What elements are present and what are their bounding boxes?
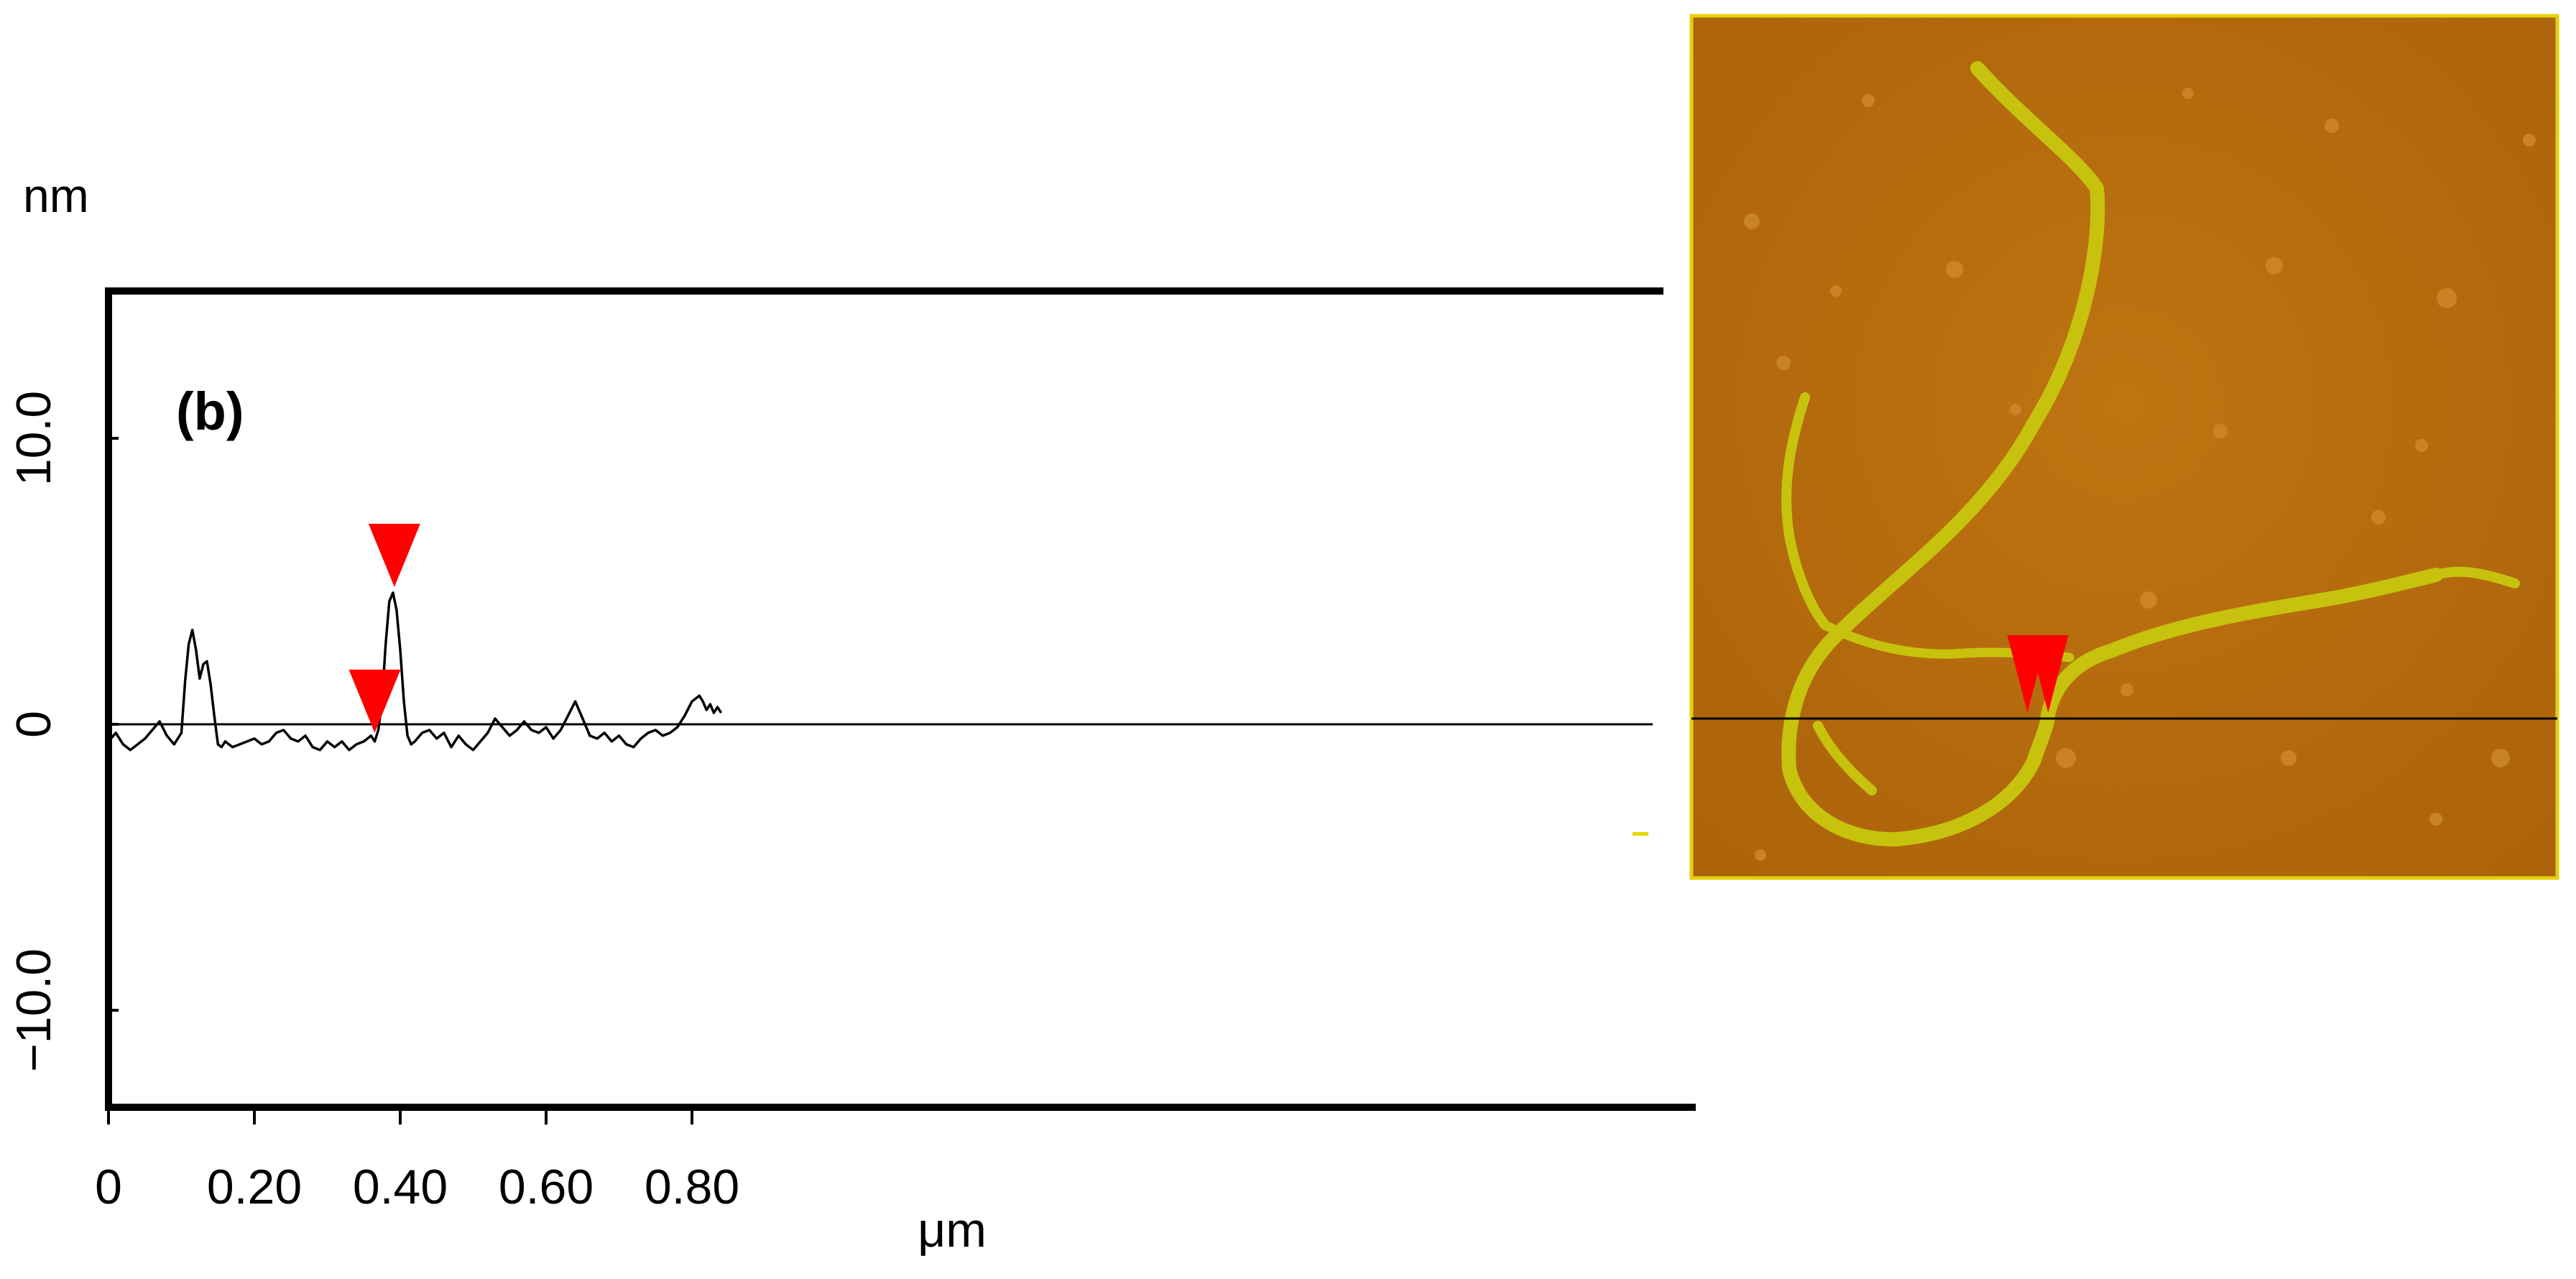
x-axis-unit: μm — [918, 1203, 987, 1257]
afm-surface-particles — [1744, 88, 2536, 861]
x-tick-label-0: 0 — [95, 1160, 122, 1214]
x-tick-label-060: 0.60 — [499, 1160, 594, 1214]
profile-marker-peak — [368, 523, 420, 587]
y-tick-label-10: 10.0 — [6, 391, 61, 486]
fibril-left — [1781, 392, 1830, 630]
afm-image-background — [1691, 16, 2557, 878]
y-axis-ticks: 10.0 0 −10.0 — [6, 391, 119, 1072]
x-axis-ticks: 0 0.20 0.40 0.60 0.80 — [95, 1107, 739, 1214]
x-tick-label-020: 0.20 — [207, 1160, 302, 1214]
stray-mark — [1633, 832, 1648, 836]
afm-image — [1689, 14, 2559, 880]
y-tick-label-minus10: −10.0 — [6, 948, 61, 1072]
profile-marker-left — [348, 669, 401, 733]
afm-image-frame — [1689, 14, 2559, 880]
x-tick-label-040: 0.40 — [353, 1160, 448, 1214]
fibril-lower-left — [1813, 721, 1877, 795]
x-tick-label-080: 0.80 — [645, 1160, 739, 1214]
afm-marker-right — [2028, 635, 2069, 713]
y-axis-unit: nm — [23, 169, 89, 222]
profile-line — [107, 591, 723, 752]
panel-label: (b) — [176, 382, 244, 441]
profile-chart: 10.0 0 −10.0 0 0.20 0.40 0.60 0.80 nm μm… — [6, 169, 1696, 1257]
fibril-main — [1781, 61, 2443, 847]
y-tick-label-0: 0 — [6, 711, 61, 738]
fibril-branch-tip — [2431, 566, 2520, 588]
